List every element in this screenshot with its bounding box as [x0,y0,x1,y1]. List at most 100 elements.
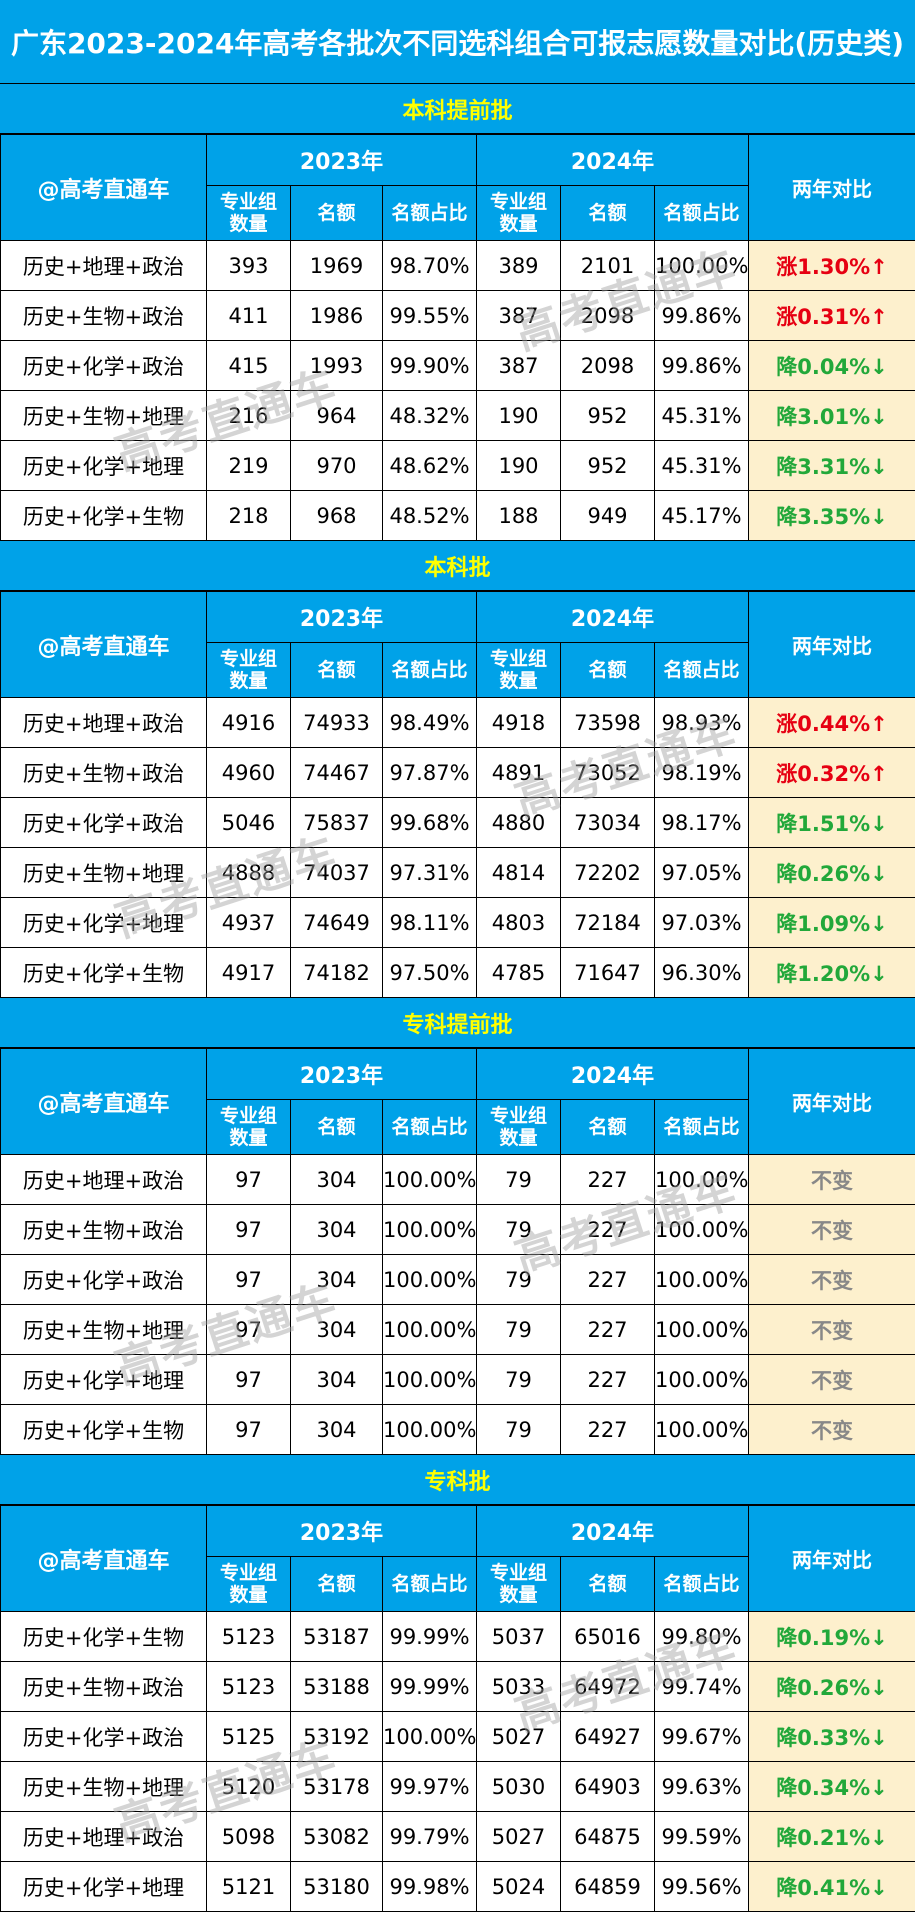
ratio-2023: 99.99% [383,1662,477,1712]
quota-2024: 227 [561,1205,655,1255]
quota-2023: 304 [291,1255,383,1305]
groups-2024: 4918 [477,698,561,748]
ratio-col-header: 名额占比 [655,1557,749,1612]
ratio-2024: 99.63% [655,1762,749,1812]
ratio-2023: 99.99% [383,1612,477,1662]
year-2024-header: 2024年 [477,1049,749,1100]
groups-2024: 4891 [477,748,561,798]
groups-2023: 5123 [207,1612,291,1662]
ratio-2024: 99.56% [655,1862,749,1912]
ratio-2023: 99.90% [383,341,477,391]
quota-2023: 964 [291,391,383,441]
year-compare: 降1.20%↓ [749,948,915,998]
year-compare: 降0.26%↓ [749,848,915,898]
subject-combo: 历史+化学+生物 [1,1405,207,1455]
subject-combo: 历史+生物+地理 [1,1305,207,1355]
ratio-2024: 99.74% [655,1662,749,1712]
ratio-2024: 97.05% [655,848,749,898]
subject-combo: 历史+化学+生物 [1,491,207,541]
year-compare: 降1.09%↓ [749,898,915,948]
groups-2023: 5120 [207,1762,291,1812]
ratio-col-header: 名额占比 [383,186,477,241]
groups-2024: 79 [477,1305,561,1355]
watermark-brand-cell: @高考直通车 [1,135,207,241]
year-2024-header: 2024年 [477,135,749,186]
ratio-2024: 99.80% [655,1612,749,1662]
ratio-2023: 99.68% [383,798,477,848]
subject-combo: 历史+化学+地理 [1,1862,207,1912]
subject-combo: 历史+地理+政治 [1,1812,207,1862]
quota-2024: 64927 [561,1712,655,1762]
groups-2023: 97 [207,1255,291,1305]
compare-header: 两年对比 [749,592,915,698]
quota-2023: 74649 [291,898,383,948]
quota-2024: 952 [561,391,655,441]
groups-col-label: 专业组数量 [488,648,550,692]
year-compare: 不变 [749,1355,915,1405]
groups-col-label: 专业组数量 [488,191,550,235]
groups-2024: 387 [477,341,561,391]
ratio-2024: 100.00% [655,1155,749,1205]
quota-2024: 73034 [561,798,655,848]
ratio-2024: 99.59% [655,1812,749,1862]
groups-2024: 79 [477,1205,561,1255]
year-compare: 降3.31%↓ [749,441,915,491]
groups-2023: 97 [207,1355,291,1405]
groups-2024: 188 [477,491,561,541]
groups-col-label: 专业组数量 [488,1562,550,1606]
groups-2023: 97 [207,1305,291,1355]
groups-2024: 190 [477,391,561,441]
groups-col-label: 专业组数量 [218,1562,280,1606]
year-compare: 降0.33%↓ [749,1712,915,1762]
year-2023-header: 2023年 [207,1506,477,1557]
ratio-2024: 45.31% [655,441,749,491]
quota-2023: 53188 [291,1662,383,1712]
year-2023-header: 2023年 [207,592,477,643]
ratio-col-header: 名额占比 [655,1100,749,1155]
groups-2023: 4916 [207,698,291,748]
quota-2024: 65016 [561,1612,655,1662]
groups-2024: 5033 [477,1662,561,1712]
ratio-2024: 100.00% [655,1305,749,1355]
ratio-2024: 100.00% [655,1405,749,1455]
subject-combo: 历史+生物+政治 [1,1662,207,1712]
compare-header: 两年对比 [749,1506,915,1612]
ratio-col-header: 名额占比 [655,186,749,241]
groups-col-label: 专业组数量 [218,1105,280,1149]
year-2024-header: 2024年 [477,592,749,643]
quota-2024: 2098 [561,291,655,341]
quota-col-header: 名额 [291,1557,383,1612]
groups-2023: 5125 [207,1712,291,1762]
quota-2024: 227 [561,1405,655,1455]
groups-2024: 5030 [477,1762,561,1812]
quota-2024: 72202 [561,848,655,898]
subject-combo: 历史+生物+地理 [1,1762,207,1812]
quota-2023: 53180 [291,1862,383,1912]
ratio-2023: 99.97% [383,1762,477,1812]
watermark-brand-cell: @高考直通车 [1,592,207,698]
compare-header: 两年对比 [749,135,915,241]
groups-2024: 190 [477,441,561,491]
ratio-2024: 100.00% [655,241,749,291]
ratio-2024: 96.30% [655,948,749,998]
quota-col-header: 名额 [291,186,383,241]
ratio-2023: 97.31% [383,848,477,898]
ratio-2023: 100.00% [383,1355,477,1405]
